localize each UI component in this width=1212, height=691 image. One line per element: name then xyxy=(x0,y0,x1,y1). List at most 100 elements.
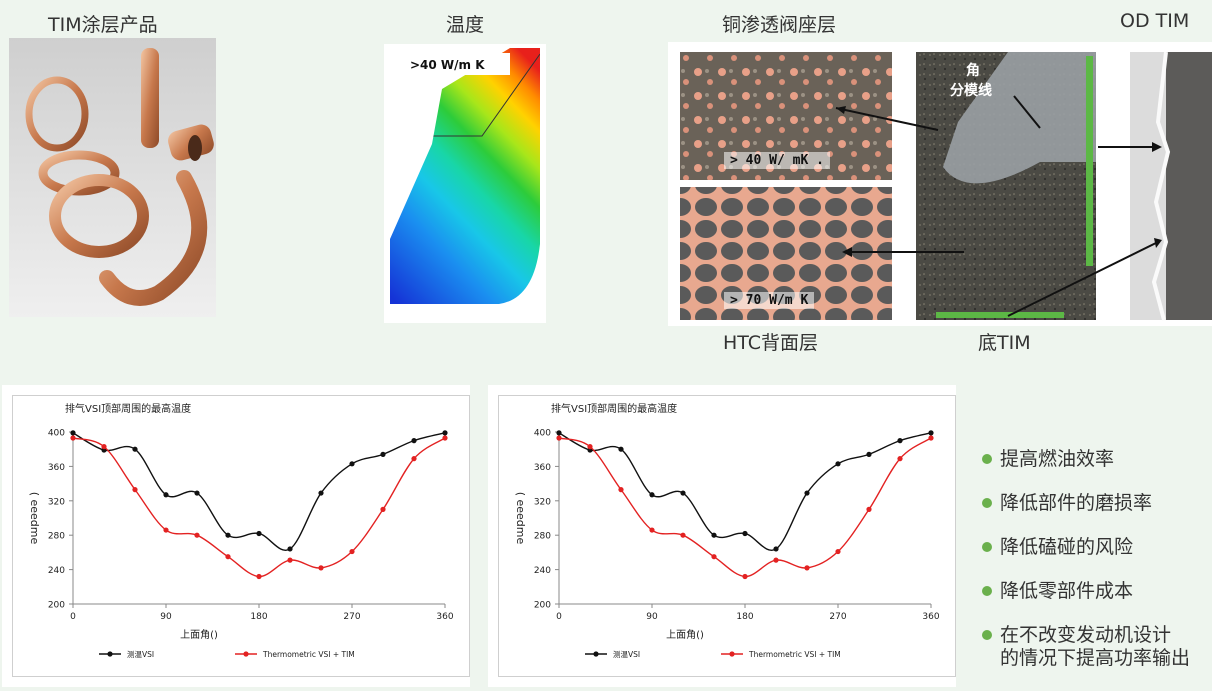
data-point xyxy=(380,506,386,512)
data-point xyxy=(773,557,779,563)
data-point xyxy=(225,532,231,538)
y-tick-label: 360 xyxy=(48,463,65,473)
data-point xyxy=(442,430,448,436)
data-point xyxy=(556,435,562,441)
data-point xyxy=(866,451,872,457)
bullet-dot-icon xyxy=(982,498,992,508)
data-point xyxy=(132,487,138,493)
data-point xyxy=(556,430,562,436)
tim-products-photo xyxy=(9,38,216,317)
data-point xyxy=(225,554,231,560)
legend-marker xyxy=(593,651,599,657)
caption-copper-layer: 铜渗透阀座层 xyxy=(722,14,837,36)
data-point xyxy=(928,430,934,436)
data-point xyxy=(256,573,262,580)
benefit-item: 在不改变发动机设计 的情况下提高功率输出 xyxy=(982,624,1212,670)
x-axis-label: 上面角() xyxy=(180,629,218,641)
data-point xyxy=(132,446,138,452)
data-point xyxy=(256,530,262,537)
data-point xyxy=(587,444,593,450)
corner-label-2: 分模线 xyxy=(950,83,992,99)
legend-marker xyxy=(729,651,735,657)
data-point xyxy=(773,546,779,552)
caption-od-tim: OD TIM xyxy=(1120,10,1190,32)
data-point xyxy=(711,532,717,538)
data-point xyxy=(618,487,624,493)
data-point xyxy=(287,557,293,563)
bullet-dot-icon xyxy=(982,454,992,464)
micrograph-bottom-label: > 70 W/m K xyxy=(724,292,815,309)
data-point xyxy=(742,573,748,580)
x-tick-label: 0 xyxy=(70,612,76,622)
data-point xyxy=(442,435,448,441)
legend-label: Thermometric VSI + TIM xyxy=(748,650,841,659)
x-tick-label: 180 xyxy=(736,612,753,622)
data-point xyxy=(680,490,686,496)
data-point xyxy=(380,451,386,457)
data-point xyxy=(349,548,355,555)
data-point xyxy=(70,430,76,436)
bullet-dot-icon xyxy=(982,586,992,596)
data-point xyxy=(194,532,200,538)
x-tick-label: 90 xyxy=(160,612,172,622)
data-point xyxy=(649,492,655,498)
corner-label-1: 角 xyxy=(966,63,980,79)
bullet-dot-icon xyxy=(982,630,992,640)
data-point xyxy=(411,456,417,462)
chart-title: 排气VSI顶部周围的最高温度 xyxy=(65,402,191,415)
data-point xyxy=(411,438,417,444)
x-tick-label: 180 xyxy=(250,612,267,622)
x-tick-label: 270 xyxy=(829,612,846,622)
y-tick-label: 360 xyxy=(534,463,551,473)
data-point xyxy=(928,435,934,441)
benefit-item: 降低磕碰的风险 xyxy=(982,536,1212,559)
x-tick-label: 270 xyxy=(343,612,360,622)
bullet-dot-icon xyxy=(982,542,992,552)
data-point xyxy=(649,527,655,533)
y-tick-label: 320 xyxy=(534,497,551,507)
chart-2: 排气VSI顶部周围的最高温度 200 240 280 320 360 400 0 90 180 27… xyxy=(514,402,940,659)
x-tick-label: 360 xyxy=(436,612,453,622)
micrograph-panel: > 40 W/ mK . > 70 W/m K 角 分模线 xyxy=(668,42,1212,326)
fea-label-box xyxy=(406,53,510,75)
od-tim-bar xyxy=(1086,56,1093,266)
data-point xyxy=(897,456,903,462)
data-point xyxy=(835,461,841,467)
y-tick-label: 240 xyxy=(48,566,65,576)
data-point xyxy=(866,506,872,512)
data-point xyxy=(897,438,903,444)
y-axis-label: ( eeedme xyxy=(514,492,527,545)
x-axis-label: 上面角() xyxy=(666,629,704,641)
y-tick-label: 400 xyxy=(48,429,65,439)
caption-temperature: 温度 xyxy=(446,14,485,36)
bottom-tim-bar xyxy=(936,312,1064,318)
x-tick-label: 90 xyxy=(646,612,658,622)
caption-bottom-tim: 底TIM xyxy=(978,332,1031,354)
fea-temperature-figure: >40 W/m K xyxy=(384,44,546,323)
data-point xyxy=(163,492,169,498)
y-tick-label: 320 xyxy=(48,497,65,507)
x-tick-label: 360 xyxy=(922,612,939,622)
benefits-list: 提高燃油效率 降低部件的磨损率 降低磕碰的风险 降低零部件成本 在不改变发动机设… xyxy=(982,448,1212,691)
data-point xyxy=(70,435,76,441)
benefit-item: 降低零部件成本 xyxy=(982,580,1212,603)
series-line xyxy=(72,437,446,578)
benefit-item: 提高燃油效率 xyxy=(982,448,1212,471)
data-point xyxy=(835,548,841,555)
caption-htc-back: HTC背面层 xyxy=(723,332,819,354)
chart-panel-2: 排气VSI顶部周围的最高温度 200 240 280 320 360 400 0 90 180 27… xyxy=(488,385,956,687)
fea-label: >40 W/m K xyxy=(410,58,485,72)
y-tick-label: 240 xyxy=(534,566,551,576)
y-axis-label: ( eeedme xyxy=(28,492,41,545)
benefit-item: 降低部件的磨损率 xyxy=(982,492,1212,515)
series-line xyxy=(558,437,932,578)
y-tick-label: 200 xyxy=(48,601,65,611)
y-tick-label: 200 xyxy=(534,601,551,611)
legend-marker xyxy=(107,651,113,657)
data-point xyxy=(742,530,748,537)
legend-label: 测温VSI xyxy=(613,650,640,659)
y-tick-label: 280 xyxy=(48,532,65,542)
x-tick-label: 0 xyxy=(556,612,562,622)
data-point xyxy=(163,527,169,533)
y-tick-label: 280 xyxy=(534,532,551,542)
